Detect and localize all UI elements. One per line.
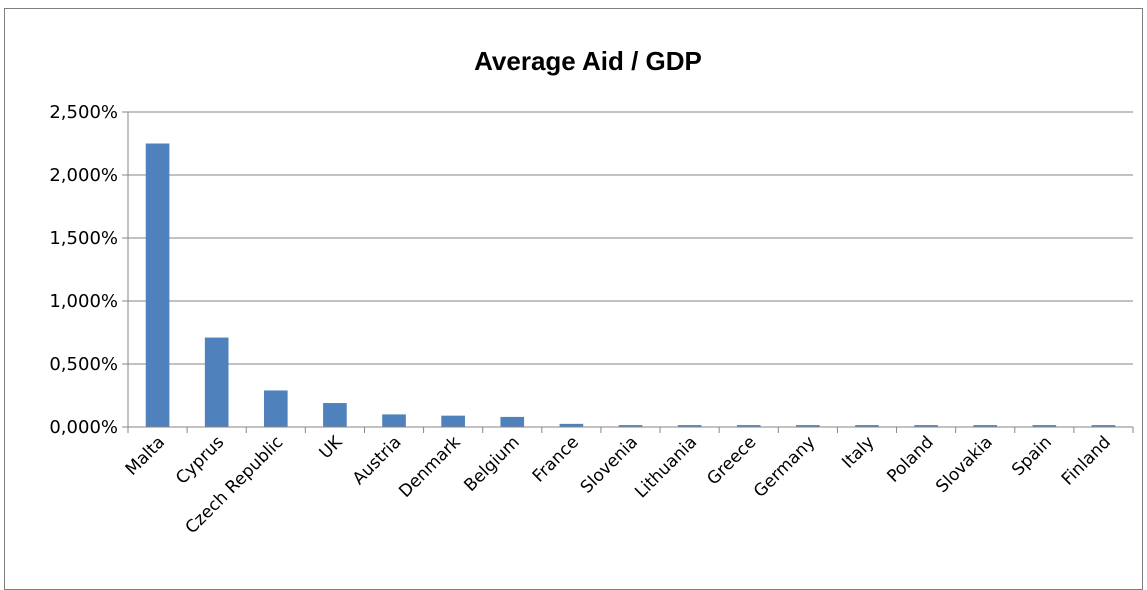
x-category-label: France — [529, 432, 583, 486]
bar-slovenia — [618, 425, 643, 427]
x-category-label: Finland — [1058, 432, 1115, 489]
bar-finland — [1091, 425, 1116, 427]
bar-czech-republic — [263, 390, 288, 427]
bar-uk — [323, 403, 347, 427]
bar-france — [559, 423, 584, 427]
x-category-label: Spain — [1008, 432, 1056, 480]
chart-title: Average Aid / GDP — [474, 46, 702, 76]
x-category-label: Lithuania — [631, 432, 701, 502]
y-axis-ticks: 0,000% 0,500% 1,000% 1,500% 2,000% 2,500% — [49, 102, 128, 438]
x-category-label: Germany — [750, 432, 819, 501]
y-tick-label: 1,500% — [49, 228, 118, 249]
x-category-label: Cyprus — [172, 432, 228, 488]
bar-greece — [736, 425, 761, 427]
x-category-label: Poland — [883, 432, 937, 486]
bar-denmark — [441, 415, 465, 427]
bar-austria — [382, 414, 406, 427]
y-tick-label: 2,500% — [49, 102, 118, 123]
y-tick-label: 0,000% — [49, 417, 118, 438]
bar-italy — [855, 425, 879, 427]
x-category-label: UK — [316, 432, 347, 463]
bar-slovakia — [973, 425, 998, 427]
bar-cyprus — [204, 337, 229, 427]
x-category-label: Greece — [703, 432, 760, 489]
x-category-label: Italy — [838, 432, 878, 472]
x-category-label: Slovakia — [932, 432, 997, 497]
bar-lithuania — [677, 425, 702, 427]
x-category-label: Belgium — [460, 432, 523, 495]
gridlines — [128, 111, 1133, 365]
x-axis-ticks — [127, 427, 1134, 433]
bar-malta — [145, 143, 170, 427]
y-tick-label: 0,500% — [49, 354, 118, 375]
bar-belgium — [500, 416, 525, 427]
x-category-label: Austria — [349, 432, 406, 489]
x-category-label: Denmark — [395, 432, 465, 502]
bar-spain — [1032, 425, 1057, 427]
x-category-label: Malta — [122, 432, 169, 479]
axes — [127, 112, 1133, 428]
y-tick-label: 2,000% — [49, 165, 118, 186]
bar-poland — [914, 425, 938, 427]
bars — [145, 143, 1116, 427]
bar-germany — [796, 425, 820, 427]
y-tick-label: 1,000% — [49, 291, 118, 312]
